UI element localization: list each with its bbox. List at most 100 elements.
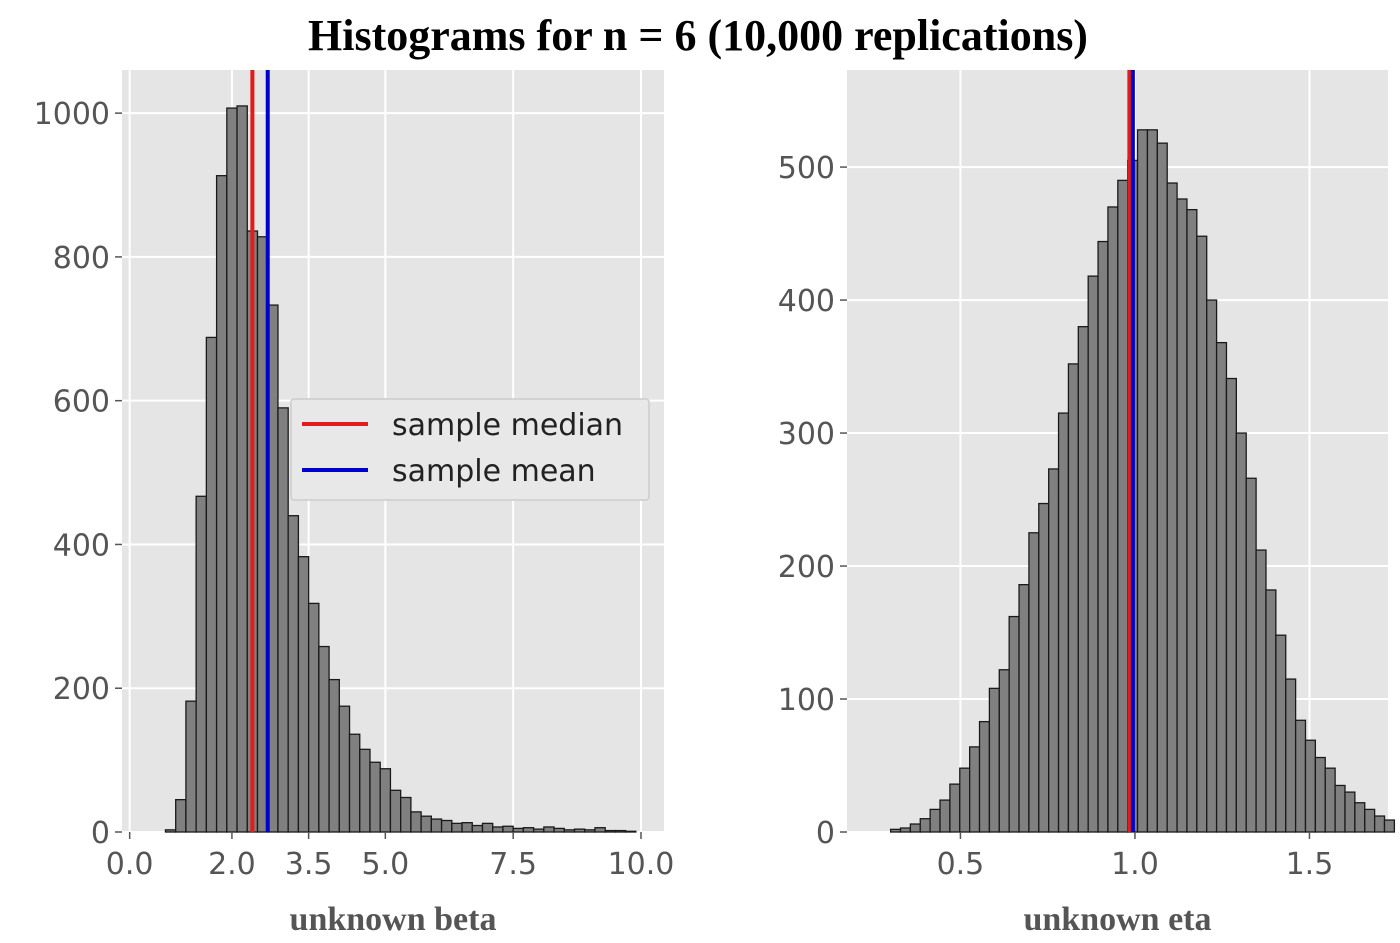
eta-histogram-bar xyxy=(1245,477,1257,833)
eta-histogram-bar xyxy=(968,746,981,833)
eta-x-tick-label: 1.5 xyxy=(1286,847,1334,882)
beta-histogram-bar xyxy=(420,815,432,833)
eta-histogram-bar xyxy=(1265,589,1277,833)
beta-x-tick-label: 10.0 xyxy=(608,847,675,882)
beta-histogram-bar xyxy=(512,827,525,833)
beta-histogram-bar xyxy=(348,733,361,833)
eta-histogram-bar xyxy=(1314,756,1326,833)
eta-histogram-bar xyxy=(909,823,921,833)
beta-histogram-bar xyxy=(185,700,197,833)
legend: sample median sample mean xyxy=(290,398,650,501)
eta-histogram-bar xyxy=(1057,412,1070,833)
beta-histogram-bar xyxy=(492,826,504,833)
beta-histogram-bar xyxy=(532,828,545,833)
beta-histogram-bar xyxy=(236,105,248,833)
beta-y-tick-label: 800 xyxy=(53,241,110,276)
beta-x-tick-label: 7.5 xyxy=(489,847,537,882)
beta-histogram-bar xyxy=(471,824,484,833)
eta-histogram-bar xyxy=(1107,206,1119,833)
beta-y-tick-label: 200 xyxy=(53,672,110,707)
eta-y-tick-label: 0 xyxy=(816,816,835,851)
eta-histogram-bar xyxy=(1087,275,1099,833)
beta-histogram-bar xyxy=(625,830,637,833)
eta-histogram-bar xyxy=(1304,739,1317,833)
eta-histogram-bar xyxy=(1067,363,1079,833)
beta-histogram-bar xyxy=(563,829,576,833)
beta-histogram-bar xyxy=(440,819,453,833)
eta-histogram-bar xyxy=(949,783,961,833)
eta-y-tick-label: 300 xyxy=(778,417,835,452)
eta-histogram-bar xyxy=(1255,549,1267,833)
beta-histogram-bar xyxy=(307,602,320,833)
beta-histogram-bar xyxy=(461,822,473,833)
eta-histogram-bar xyxy=(1028,532,1040,833)
eta-histogram-bar xyxy=(1186,208,1198,833)
eta-histogram-bar xyxy=(1077,326,1089,833)
beta-histogram-bar xyxy=(328,678,340,833)
eta-x-tick-label: 1.0 xyxy=(1111,847,1159,882)
beta-histogram-bar xyxy=(410,811,422,833)
eta-histogram-bar xyxy=(1354,802,1366,833)
eta-histogram-bar xyxy=(1097,240,1109,833)
eta-histogram-bar xyxy=(1136,129,1149,833)
eta-histogram-bar xyxy=(1334,784,1346,833)
figure-title: Histograms for n = 6 (10,000 replication… xyxy=(308,11,1088,60)
eta-x-axis-label: unknown eta xyxy=(1023,901,1211,938)
eta-histogram-bar xyxy=(1225,377,1237,833)
beta-histogram-bar xyxy=(369,761,381,833)
beta-histogram-bar xyxy=(584,829,596,833)
eta-histogram-bar xyxy=(978,720,991,833)
eta-histogram-bar xyxy=(1018,583,1030,833)
eta-histogram-bar xyxy=(1324,767,1336,833)
beta-y-tick-label: 400 xyxy=(53,528,110,563)
beta-histogram-bar xyxy=(175,799,187,833)
eta-histogram-bar xyxy=(1166,182,1178,833)
eta-histogram-bar xyxy=(1285,678,1297,833)
eta-histogram-bar xyxy=(1364,808,1376,833)
beta-histogram-bar xyxy=(297,556,310,833)
beta-histogram-bar xyxy=(553,827,565,833)
eta-histogram-panel: 0.5 1.0 1.5 0 100 200 300 400 500 unknown eta xyxy=(778,70,1396,938)
beta-histogram-bar xyxy=(522,827,535,833)
beta-histogram-bar xyxy=(594,827,606,833)
beta-x-axis-label: unknown beta xyxy=(290,901,497,938)
beta-x-tick-label: 2.0 xyxy=(208,847,256,882)
beta-x-tick-label: 0.0 xyxy=(106,847,154,882)
eta-histogram-bar xyxy=(1235,432,1247,833)
beta-histogram-bar xyxy=(389,789,402,833)
beta-y-tick-label: 1000 xyxy=(34,97,110,132)
beta-histogram-bar xyxy=(359,748,371,833)
eta-x-tick-label: 0.5 xyxy=(937,847,985,882)
beta-x-tick-label: 5.0 xyxy=(361,847,409,882)
beta-histogram-bar xyxy=(205,336,218,833)
eta-y-tick-label: 100 xyxy=(778,683,835,718)
eta-histogram-bar xyxy=(1294,719,1307,833)
eta-histogram-bar xyxy=(1176,198,1188,833)
beta-histogram-bar xyxy=(215,175,228,833)
eta-histogram-bar xyxy=(1146,129,1158,833)
eta-histogram-bar xyxy=(1215,341,1228,833)
beta-histogram-bar xyxy=(164,829,177,833)
legend-frame xyxy=(290,398,650,501)
eta-histogram-bar xyxy=(919,818,931,833)
legend-median-label: sample median xyxy=(392,408,623,443)
eta-histogram-bar xyxy=(1048,468,1060,833)
eta-histogram-bar xyxy=(1156,142,1168,833)
eta-histogram-bar xyxy=(1373,815,1386,833)
beta-histogram-bar xyxy=(195,495,208,833)
eta-histogram-bar xyxy=(1117,179,1129,833)
beta-histogram-bar xyxy=(543,826,555,833)
eta-histogram-bar xyxy=(1275,634,1287,833)
eta-histogram-bar xyxy=(959,767,971,833)
beta-x-tick-label: 3.5 xyxy=(285,847,333,882)
beta-histogram-bar xyxy=(614,829,627,833)
legend-mean-label: sample mean xyxy=(392,454,596,489)
eta-histogram-bar xyxy=(939,799,951,833)
eta-histogram-bar xyxy=(1206,299,1218,833)
beta-histogram-bar xyxy=(502,825,514,833)
eta-y-tick-label: 200 xyxy=(778,550,835,585)
eta-histogram-bar xyxy=(1383,819,1396,833)
beta-histogram-bar xyxy=(451,822,463,833)
eta-y-tick-label: 400 xyxy=(778,284,835,319)
